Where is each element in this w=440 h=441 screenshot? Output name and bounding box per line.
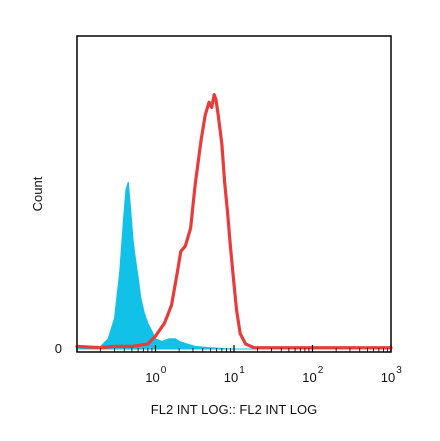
x-tick-exponent-3: 3 — [396, 365, 402, 376]
y-axis-tick-labels: 0 — [55, 341, 62, 356]
x-tick-exponent-2: 2 — [318, 365, 324, 376]
x-tick-exponent-1: 1 — [239, 365, 245, 376]
x-tick-exponent-0: 0 — [161, 365, 167, 376]
x-tick-label-1: 10 — [224, 370, 238, 385]
x-tick-label-2: 10 — [302, 370, 316, 385]
y-axis-label: Count — [30, 176, 45, 211]
series-layer — [75, 93, 393, 350]
x-tick-label-0: 10 — [145, 370, 159, 385]
x-tick-label-3: 10 — [381, 370, 395, 385]
y-tick-label-0: 0 — [55, 341, 62, 356]
x-axis-label: FL2 INT LOG:: FL2 INT LOG — [151, 402, 317, 417]
series-filled-0 — [76, 181, 391, 350]
x-axis-tick-labels: 10 0 10 1 10 2 10 3 — [145, 365, 402, 385]
x-axis-ticks — [76, 345, 392, 352]
series-line-1 — [75, 93, 393, 350]
